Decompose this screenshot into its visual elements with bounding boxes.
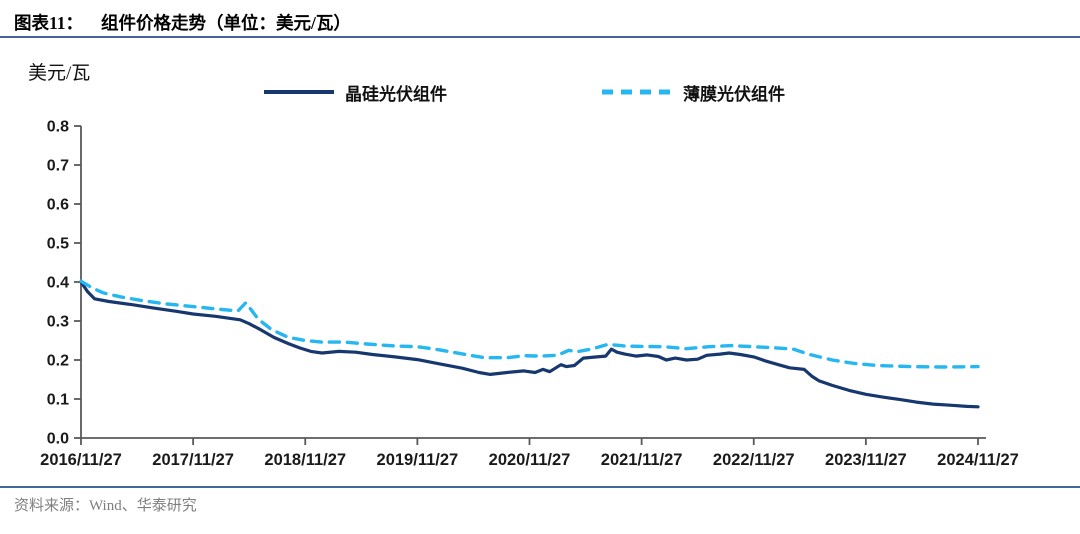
y-tick-label: 0.0	[47, 431, 69, 448]
x-tick-label: 2019/11/27	[377, 451, 459, 469]
source-divider	[0, 486, 1080, 488]
y-tick-label: 0.1	[47, 392, 69, 409]
legend-item-crystalline: 晶硅光伏组件	[263, 80, 447, 104]
figure-title-text: 组件价格走势（单位：美元/瓦）	[101, 13, 351, 33]
y-tick-label: 0.6	[47, 197, 69, 214]
y-tick-label: 0.3	[47, 314, 69, 331]
legend-label-crystalline: 晶硅光伏组件	[345, 84, 447, 104]
y-tick-label: 0.7	[47, 158, 69, 175]
y-axis-unit-label: 美元/瓦	[28, 63, 91, 84]
y-tick-label: 0.2	[47, 353, 69, 370]
y-tick-label: 0.5	[47, 236, 69, 253]
y-tick-label: 0.4	[47, 275, 69, 292]
series-crystalline-line	[79, 280, 980, 409]
x-tick-label: 2016/11/27	[40, 451, 122, 469]
legend-label-thinfilm: 薄膜光伏组件	[683, 84, 785, 104]
x-tick-label: 2017/11/27	[152, 451, 234, 469]
x-tick-label: 2023/11/27	[825, 451, 907, 469]
x-tick-label: 2022/11/27	[713, 451, 795, 469]
x-tick-label: 2024/11/27	[937, 451, 1019, 469]
series-thinfilm-line	[79, 279, 980, 369]
source-text: 资料来源：Wind、华泰研究	[14, 498, 197, 514]
title-underline	[0, 36, 1080, 38]
figure-title: 图表11： 组件价格走势（单位：美元/瓦）	[14, 10, 351, 35]
x-tick-label: 2021/11/27	[601, 451, 683, 469]
y-tick-label: 0.8	[47, 119, 69, 136]
solid-line-sample-icon	[264, 90, 334, 94]
figure-title-prefix: 图表11：	[14, 13, 84, 33]
legend-item-thinfilm: 薄膜光伏组件	[601, 80, 785, 104]
chart-legend: 晶硅光伏组件 薄膜光伏组件	[0, 80, 1080, 104]
dashed-line-sample-icon	[602, 89, 672, 95]
x-tick-label: 2018/11/27	[264, 451, 346, 469]
x-tick-label: 2020/11/27	[489, 451, 571, 469]
